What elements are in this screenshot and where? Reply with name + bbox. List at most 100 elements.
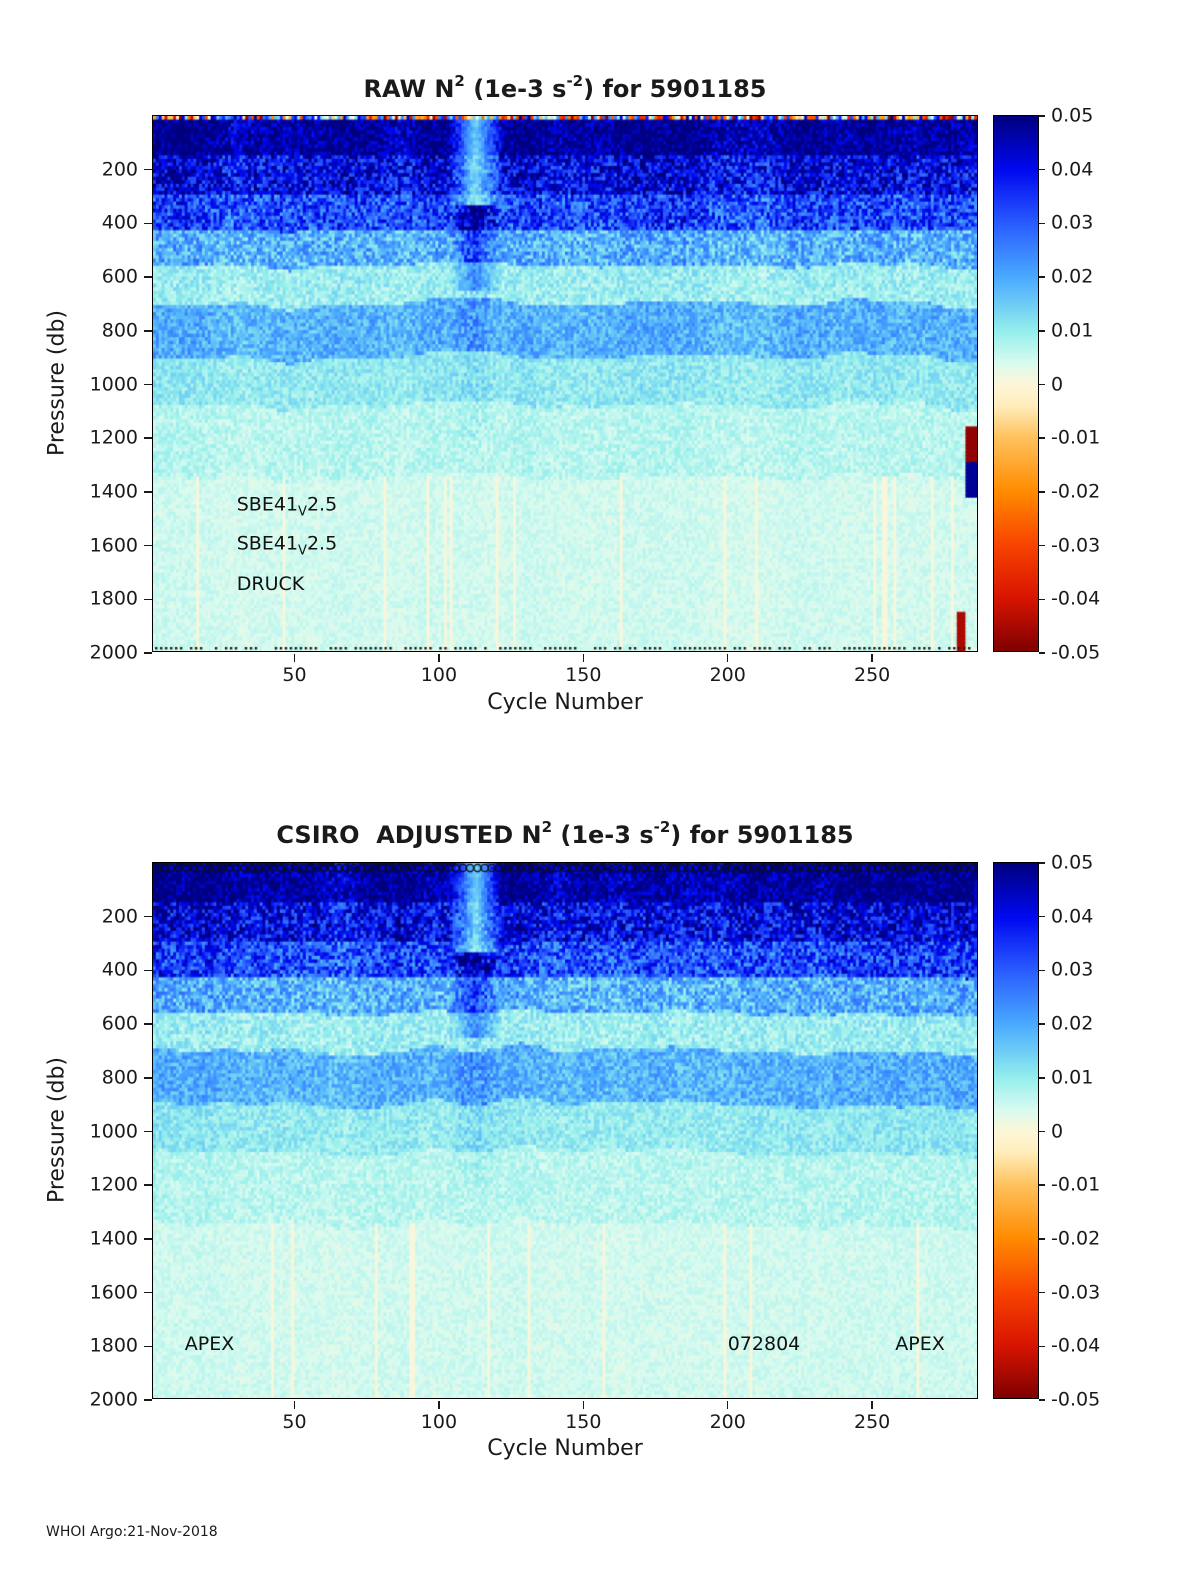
adjusted-y-axis-label: Pressure (db)	[44, 1056, 70, 1204]
y-tick-label-1200: 1200	[89, 426, 138, 449]
x-tick-label-150: 150	[565, 1411, 602, 1433]
y-tick-label-2000: 2000	[89, 1388, 138, 1411]
colorbar-tick-label-0.05: 0.05	[1051, 104, 1094, 127]
colorbar-tick-mark-0	[1039, 1130, 1045, 1133]
x-tick-mark-50	[293, 1401, 296, 1409]
x-tick-label-200: 200	[709, 664, 746, 686]
colorbar-tick-mark-0.05	[1039, 862, 1045, 864]
adjusted-title-prefix: CSIRO ADJUSTED N	[276, 821, 542, 849]
y-tick-label-1000: 1000	[89, 373, 138, 395]
pressure-sensor-label: DRUCK	[237, 572, 304, 594]
colorbar-tick-mark-0.05	[1039, 115, 1045, 117]
y-tick-mark-1800	[144, 1345, 152, 1348]
x-tick-label-100: 100	[420, 1411, 458, 1433]
y-tick-mark-600	[144, 276, 152, 278]
colorbar-tick-mark-0	[1039, 383, 1045, 386]
y-tick-label-2000: 2000	[89, 641, 138, 664]
x-tick-mark-150	[582, 654, 585, 662]
y-tick-label-400: 400	[101, 211, 138, 234]
x-tick-label-250: 250	[853, 1411, 891, 1433]
float-type-label-right-part-0: APEX	[895, 1332, 945, 1355]
colorbar-tick-mark-0.02	[1039, 1023, 1045, 1025]
y-tick-mark-2000	[144, 652, 152, 654]
ctd-sensor-label-2-part-1: V	[298, 543, 307, 559]
adjusted-heatmap-canvas	[153, 863, 977, 1398]
float-type-label-right: APEX	[895, 1333, 944, 1355]
float-type-label-left-part-0: APEX	[184, 1332, 235, 1355]
colorbar-tick-label--0.03: -0.03	[1051, 1281, 1101, 1304]
colorbar-tick-label-0.03: 0.03	[1051, 211, 1094, 234]
colorbar-tick-label-0.05: 0.05	[1051, 851, 1094, 874]
footer-credit: WHOI Argo:21-Nov-2018	[46, 1524, 218, 1540]
colorbar-tick-mark--0.05	[1039, 652, 1045, 654]
colorbar-tick-mark--0.03	[1039, 1291, 1045, 1294]
float-type-label-left: APEX	[185, 1333, 234, 1355]
adjusted-heatmap-plot: 200 400 600 800 1000 1200 1400 1600 1800 2000 50 10…	[90, 862, 978, 1432]
raw-title-mid: (1e-3 s	[464, 75, 567, 103]
raw-colorbar: 0.05 0.04 0.03 0.02 0.01 0 -0.01 -0.02 -0.03 -0.0…	[993, 106, 1100, 662]
x-tick-label-50: 50	[282, 664, 307, 686]
adjusted-title-suffix: ) for 5901185	[670, 821, 854, 849]
colorbar-tick-mark-0.03	[1039, 969, 1045, 972]
ctd-sensor-label-1-part-0: SBE41	[236, 493, 299, 516]
colorbar-tick-label--0.03: -0.03	[1051, 534, 1101, 557]
y-tick-label-1800: 1800	[89, 1334, 138, 1357]
colorbar-tick-mark--0.02	[1039, 491, 1045, 493]
colorbar-tick-label--0.01: -0.01	[1051, 1173, 1101, 1196]
y-tick-label-200: 200	[101, 158, 138, 181]
colorbar-tick-label--0.05: -0.05	[1051, 641, 1101, 664]
colorbar-tick-label--0.02: -0.02	[1051, 480, 1101, 503]
colorbar-tick-mark--0.01	[1039, 437, 1045, 439]
colorbar-tick-label--0.01: -0.01	[1051, 426, 1101, 449]
ctd-sensor-label-2-part-2: 2.5	[306, 532, 338, 555]
x-tick-label-200: 200	[709, 1411, 746, 1433]
y-tick-label-800: 800	[101, 319, 138, 342]
y-tick-mark-1000	[144, 383, 152, 386]
adjusted-colorbar: 0.05 0.04 0.03 0.02 0.01 0 -0.01 -0.02 -0.03 -0.0…	[993, 853, 1100, 1409]
colorbar-tick-mark--0.02	[1039, 1238, 1045, 1240]
x-tick-label-100: 100	[420, 664, 458, 686]
x-tick-mark-250	[871, 654, 873, 662]
y-tick-label-600: 600	[101, 1012, 138, 1035]
y-tick-mark-1400	[144, 1238, 152, 1240]
y-tick-mark-800	[144, 330, 152, 332]
colorbar-tick-label-0: 0	[1051, 1120, 1064, 1142]
colorbar-tick-mark-0.04	[1039, 168, 1045, 171]
colorbar-tick-mark-0.02	[1039, 276, 1045, 278]
y-tick-mark-200	[144, 168, 152, 171]
float-id-label-part-0: 072804	[727, 1332, 801, 1355]
x-tick-mark-100	[438, 1401, 440, 1409]
colorbar-tick-label--0.04: -0.04	[1051, 1334, 1101, 1357]
raw-title-prefix: RAW N	[363, 75, 455, 103]
y-tick-mark-1000	[144, 1130, 152, 1133]
adjusted-title-sup-minus2: -2	[653, 818, 671, 836]
ctd-sensor-label-1-part-1: V	[298, 504, 307, 520]
adjusted-title-mid: (1e-3 s	[552, 821, 654, 849]
x-tick-mark-200	[726, 654, 729, 662]
colorbar-tick-mark--0.04	[1039, 1345, 1045, 1348]
ctd-sensor-label-2-part-0: SBE41	[236, 532, 299, 555]
y-tick-label-1600: 1600	[89, 534, 138, 557]
colorbar-tick-label-0.01: 0.01	[1051, 319, 1094, 342]
y-tick-label-1600: 1600	[89, 1281, 138, 1304]
colorbar-tick-label-0.02: 0.02	[1051, 1012, 1094, 1035]
y-tick-label-1400: 1400	[89, 480, 138, 503]
y-tick-mark-400	[144, 969, 152, 972]
adjusted-title-sup-2: 2	[541, 818, 552, 836]
x-tick-mark-50	[293, 654, 296, 662]
colorbar-tick-label--0.05: -0.05	[1051, 1388, 1101, 1411]
colorbar-tick-label-0.02: 0.02	[1051, 265, 1094, 288]
x-tick-label-250: 250	[853, 664, 891, 686]
colorbar-tick-label--0.04: -0.04	[1051, 587, 1101, 610]
colorbar-tick-label-0.03: 0.03	[1051, 958, 1094, 981]
y-tick-label-1800: 1800	[89, 587, 138, 610]
x-tick-mark-250	[871, 1401, 873, 1409]
raw-x-axis-label: Cycle Number	[487, 690, 643, 715]
raw-title-suffix: ) for 5901185	[583, 75, 767, 103]
ctd-sensor-label-1-part-2: 2.5	[306, 493, 338, 516]
y-tick-mark-800	[144, 1077, 152, 1079]
colorbar-tick-mark--0.03	[1039, 544, 1045, 547]
y-tick-mark-1400	[144, 491, 152, 493]
colorbar-tick-mark--0.05	[1039, 1399, 1045, 1401]
